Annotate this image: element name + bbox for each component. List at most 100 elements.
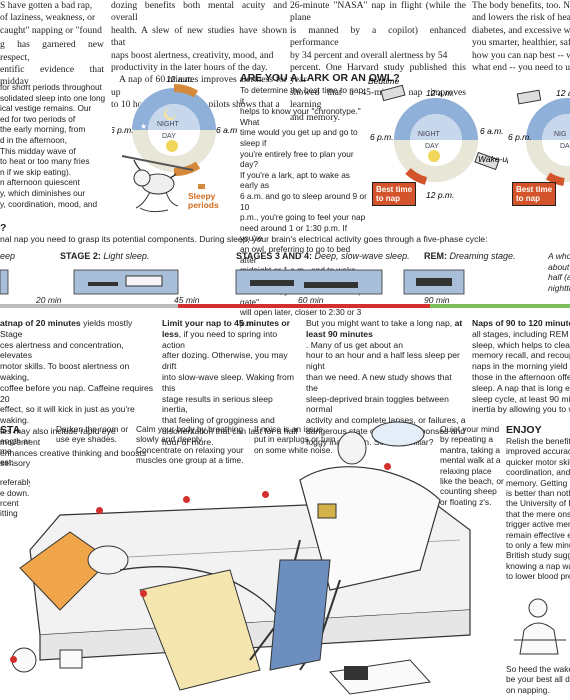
text-line: muscles one group at a time. (136, 455, 244, 466)
best-time-badge-owl: Best time to nap (512, 182, 556, 206)
text-line: by repeating a (440, 434, 494, 445)
text-line: But you might want to take a long nap, (306, 318, 455, 328)
text-line: dozing benefits both mental acuity and o… (111, 0, 287, 24)
wake-up-label: Wake-up (478, 154, 508, 164)
text-line: mental walk at a (440, 455, 501, 466)
label-12am: 12 a. (556, 88, 570, 98)
text-line: g has garnered new respect, (0, 39, 104, 63)
night-label: NIGHT (157, 121, 180, 128)
enjoy-text: Relish the benefits of improved accuracy… (506, 436, 570, 582)
text-line: coffee before you nap. Caffeine requires… (0, 382, 154, 404)
nap-20-heading: atnap of 20 minutes (0, 318, 81, 328)
enjoy-closing: So heed the wake-up be your best all day… (506, 664, 570, 695)
nap-90-heading: at least 90 minutes (306, 318, 463, 339)
rem-title: REM: (424, 251, 447, 261)
nap-120-block: Naps of 90 to 120 minutes u all stages, … (472, 318, 570, 415)
text-line: and lowers the risk of heart at (472, 12, 570, 24)
label-6pm: 6 p.m. (508, 132, 532, 142)
text-line: need around 1 or 1:30 p.m. If you're (240, 222, 348, 244)
text-line: 26-minute "NASA" nap in flight (while th… (290, 0, 466, 24)
text-line: on napping. (506, 684, 550, 695)
text-line: that the mere onset o (506, 508, 570, 519)
siesta-heading: STA (0, 424, 21, 436)
owl-clock: NIG DA 12 a. 6 p.m. (508, 88, 570, 186)
text-line: trigger active memor (506, 519, 570, 530)
text-line: sleep. A nap that is long enough (472, 382, 570, 393)
text-line: 6 a.m. and go to sleep around 9 or 10 (240, 190, 367, 212)
night-label: NIG (554, 131, 566, 138)
text-line: for short periods throughout (0, 82, 102, 92)
text-line: or floating z's. (440, 496, 492, 507)
nap-45-block: Limit your nap to 45 minutes or less, if… (162, 318, 300, 448)
text-line: and memory. (290, 111, 340, 123)
stage-2-title: STAGE 2: (60, 251, 101, 261)
text-line: about (548, 261, 570, 272)
text-line: entific evidence that midday (0, 64, 104, 88)
text-line: memory recall, and recoup lost (472, 350, 570, 361)
text-line: rcent (0, 498, 19, 509)
text-line: those in the afternoon offer mo (472, 371, 570, 382)
text-line: you smarter, healthier, safer. B (472, 37, 570, 49)
nap-20-block: atnap of 20 minutes yields mostly Stage … (0, 318, 156, 469)
text-line: time would you get up and go to sleep if (240, 127, 358, 148)
lark-clock: NIGHT DAY Bedtime 12 a.m. 6 p.m. 6 a.m. … (368, 76, 508, 200)
text-line: To determine the best time to nap, it (240, 85, 366, 106)
text-line: Quiet your mind (440, 424, 500, 434)
text-line: of laziness, weakness, or (0, 12, 96, 24)
tip-marker (183, 496, 190, 503)
text-line: effect, so it will kick in just as you'r… (0, 404, 135, 426)
text-line: to heat or too many fries (0, 156, 90, 167)
text-line: counting sheep (440, 486, 497, 497)
text-line: itting (0, 508, 18, 519)
text-line: The body benefits, too. Nappi (472, 0, 570, 11)
text-line: memory. Getting eve (506, 477, 570, 488)
text-line: tes may also include rapid eye movement (0, 425, 116, 447)
text-line: activity and complete lapses, or failure… (306, 415, 466, 426)
stage-3-4-desc: Deep, slow-wave sleep. (314, 251, 410, 261)
text-line: be your best all day l (506, 674, 570, 685)
timeline-green-segment (430, 304, 570, 308)
text-line: how you can nap best -- when, (472, 49, 570, 61)
text-line: productivity in the later hours of the d… (111, 62, 268, 74)
text-line: by 34 percent and overall alertness by 5… (290, 49, 448, 61)
stage-2-desc: Light sleep. (103, 251, 150, 261)
timeline-red-segment (178, 304, 430, 308)
text-line: you're entirely free to plan your day? (240, 148, 354, 170)
stage-1-label: eep (0, 251, 15, 261)
text-line: remain effective eve (506, 529, 570, 540)
text-line: So heed the wake-up (506, 664, 570, 674)
text-line: ces alertness and concentration, elevate… (0, 339, 124, 361)
tip-marker (140, 590, 147, 597)
article-column-4: The body benefits, too. Nappi and lowers… (472, 0, 570, 74)
text-line: helps to know your "chronotype." What (240, 106, 361, 127)
tip-marker (10, 656, 17, 663)
text-line: motor skills. To boost alertness on waki… (0, 361, 130, 382)
cycle-note: A whol about half (a nightti (548, 251, 570, 293)
calm-tip: Calm your body by breathing slowly and d… (136, 424, 256, 466)
text-line: e down. (0, 487, 30, 498)
text-line: Concentrate on relaxing your (136, 444, 244, 455)
text-line: A nap of 60 minutes improves alertness f… (111, 74, 287, 98)
text-line: stage results in serious sleep inertia, (162, 393, 273, 415)
text-line: diabetes, and excessive weight (472, 24, 570, 36)
waking-man-illustration (514, 598, 566, 655)
text-line: referably (0, 477, 30, 488)
text-line: inertia by allowing you to wake (472, 404, 570, 415)
text-line: S have gotten a bad rap, (0, 0, 93, 11)
night-label: NIGHT (418, 131, 441, 138)
text-line: percent. One Harvard study published thi… (290, 62, 466, 86)
label-6pm: 6 p.m. (370, 132, 394, 142)
text-line: that feeling of grogginess and (162, 415, 275, 426)
text-line: all stages, including REM and de (472, 328, 570, 339)
sleeping-monkey-illustration (121, 155, 194, 213)
text-line: the University of Düss (506, 498, 570, 509)
text-line: ength are (0, 436, 30, 446)
text-line: If noise is an issue, (254, 424, 326, 434)
text-line: to only a few minutes (506, 540, 570, 551)
text-line: est: (0, 456, 14, 467)
text-line: y, which diminishes our (0, 187, 86, 198)
text-line: y, coordination, mood, and (0, 198, 98, 209)
article-column-3: 26-minute "NASA" nap in flight (while th… (290, 0, 466, 124)
siesta-tips: ength are me est: referably e down. rcen… (0, 436, 30, 519)
text-line: relaxing place (440, 465, 492, 476)
